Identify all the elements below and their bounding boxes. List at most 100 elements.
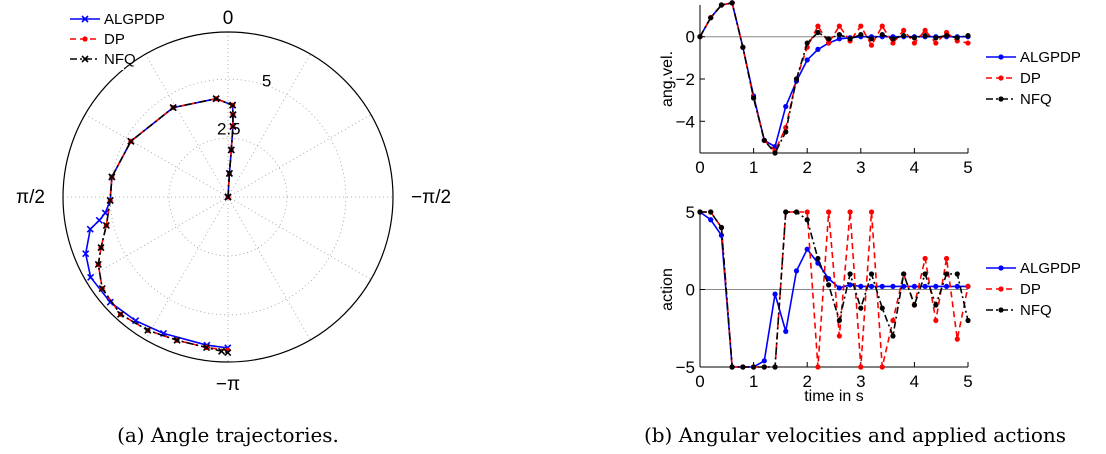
point-algpdp [783, 103, 789, 110]
legend-box [62, 10, 124, 70]
legend-marker-algpdp [81, 15, 89, 23]
point-nfq [718, 2, 725, 8]
x-tick-label: 3 [856, 372, 865, 391]
polar-point-nfq [229, 122, 237, 131]
series-dp [699, 1, 969, 153]
point-nfq [868, 271, 875, 277]
point-nfq [943, 33, 950, 39]
point-dp [933, 40, 939, 46]
x-tick-label: 0 [695, 158, 704, 177]
legend-label-nfq: NFQ [1020, 91, 1052, 108]
x-tick-label: 1 [749, 158, 758, 177]
point-dp [933, 317, 939, 324]
point-nfq [901, 33, 907, 39]
point-nfq [836, 31, 842, 38]
point-nfq [804, 217, 810, 223]
legend-label-dp: DP [104, 31, 125, 48]
polar-point-nfq [102, 221, 110, 229]
y-tick-label: 5 [686, 203, 695, 222]
point-nfq [772, 364, 778, 370]
polar-point-nfq [229, 111, 237, 119]
polar-point-algpdp [95, 216, 103, 224]
legend-marker-nfq [998, 96, 1004, 102]
point-algpdp [815, 46, 821, 53]
polar-point-nfq [98, 284, 106, 293]
point-algpdp [836, 36, 842, 42]
polar-point-nfq [144, 326, 152, 334]
point-nfq [783, 129, 789, 135]
polar-point-nfq [202, 343, 211, 352]
point-dp [879, 364, 885, 370]
point-dp [868, 209, 875, 215]
polar-point-nfq [97, 244, 105, 252]
polar-point-nfq [224, 193, 232, 201]
angle-label: −π/2 [411, 187, 451, 208]
polar-point-nfq [173, 336, 181, 344]
point-nfq [751, 95, 757, 101]
caption-b: (b) Angular velocities and applied actio… [644, 423, 1066, 447]
point-dp [879, 23, 885, 29]
point-nfq [922, 33, 928, 39]
y-axis-label: action [659, 268, 676, 311]
point-nfq [751, 364, 757, 370]
point-nfq [697, 34, 703, 40]
legend-marker-algpdp [998, 54, 1004, 60]
point-dp [836, 333, 842, 339]
point-nfq [858, 31, 864, 38]
legend-label-dp: DP [1020, 281, 1041, 298]
polar-point-algpdp [106, 298, 114, 306]
point-nfq [708, 209, 714, 215]
point-nfq [826, 282, 832, 288]
point-algpdp [793, 268, 800, 274]
legend-marker-nfq [81, 55, 89, 63]
point-algpdp [718, 232, 725, 238]
radial-tick-label: 2.5 [217, 120, 241, 139]
point-algpdp [804, 57, 810, 63]
point-nfq [783, 209, 789, 215]
point-algpdp [890, 283, 896, 289]
polar-point-nfq [108, 173, 116, 181]
point-nfq [943, 271, 950, 277]
x-tick-label: 2 [802, 372, 811, 391]
point-dp [804, 209, 810, 215]
x-tick-label: 4 [910, 372, 919, 391]
radial-gridline [109, 78, 347, 316]
point-nfq [879, 305, 885, 311]
point-algpdp [847, 282, 853, 288]
legend-marker-nfq [998, 307, 1004, 313]
polar-plot: 0 π/2 −π −π/2 2.5 5 ALGPDP DP NFQ [16, 8, 451, 395]
point-nfq [911, 302, 918, 308]
x-tick-label: 5 [963, 372, 972, 391]
polar-point-algpdp [86, 225, 94, 233]
legend-label-nfq: NFQ [1020, 302, 1052, 319]
point-dp [826, 209, 832, 215]
point-algpdp [761, 358, 767, 364]
point-algpdp [868, 283, 875, 289]
polar-point-nfq [127, 137, 135, 145]
point-dp [890, 317, 896, 324]
y-tick-label: −2 [676, 70, 695, 89]
point-dp [815, 364, 821, 370]
point-dp [868, 42, 875, 48]
point-dp [815, 23, 821, 29]
polar-point-nfq [229, 101, 237, 109]
polar-point-nfq [224, 349, 232, 357]
point-nfq [729, 364, 735, 370]
point-dp [836, 23, 842, 29]
legend-label-algpdp: ALGPDP [1020, 260, 1081, 277]
polar-point-nfq [116, 310, 125, 318]
point-dp [911, 40, 918, 46]
point-nfq [901, 271, 907, 277]
legend-label-algpdp: ALGPDP [104, 11, 165, 28]
point-nfq [697, 209, 703, 215]
point-nfq [793, 76, 800, 82]
radial-tick-label: 5 [262, 71, 271, 90]
plot-area [700, 5, 968, 153]
point-dp [890, 40, 896, 46]
point-dp [901, 27, 907, 33]
point-nfq [836, 317, 842, 324]
point-nfq [772, 150, 778, 156]
